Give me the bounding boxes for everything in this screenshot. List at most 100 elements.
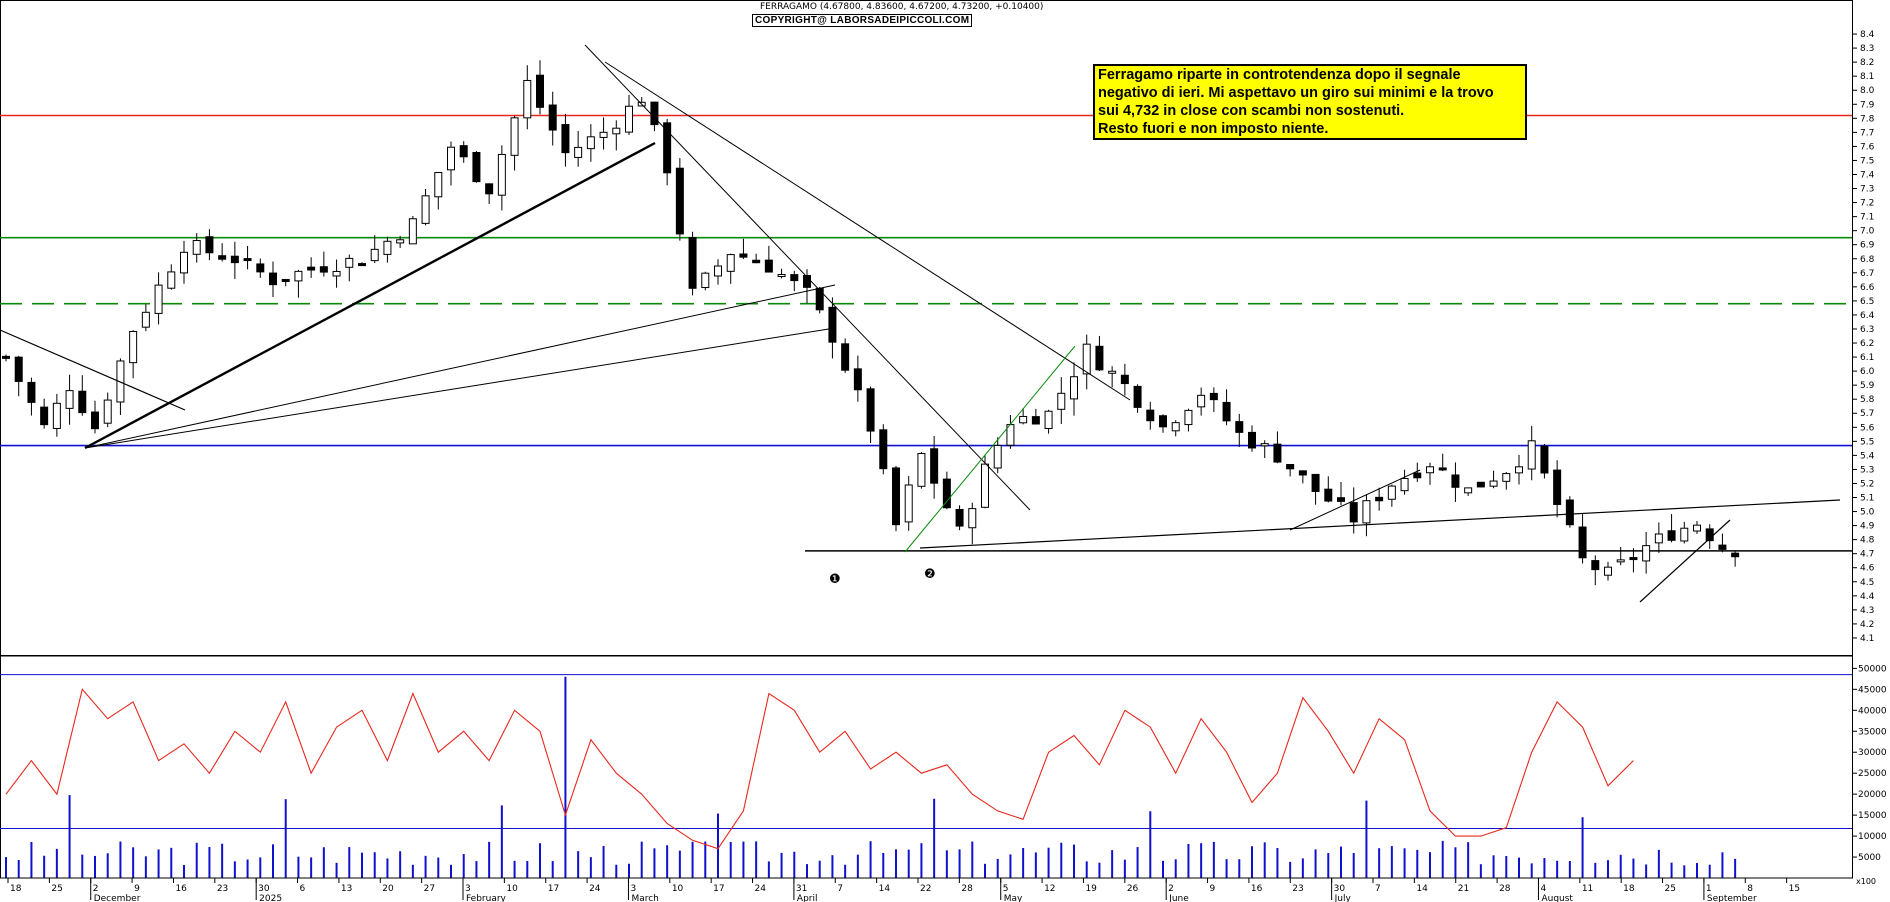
price-tick-label: 7.9	[1860, 100, 1875, 110]
candle-body	[1273, 443, 1282, 463]
candle-body	[1693, 524, 1701, 532]
month-label: June	[1168, 894, 1189, 902]
candle-body	[1578, 526, 1587, 559]
candle-body	[472, 152, 481, 183]
candle-body	[1489, 480, 1498, 487]
price-tick-label: 7.1	[1860, 213, 1874, 223]
price-tick-label: 7.0	[1860, 227, 1875, 237]
x-tick-label: 21	[1458, 884, 1469, 894]
candle-body	[1337, 497, 1345, 502]
candle-body	[1171, 422, 1180, 432]
volume-tick-label: 40000	[1858, 706, 1887, 716]
x-tick-label: 19	[1085, 884, 1097, 894]
price-tick-label: 7.7	[1860, 128, 1874, 138]
x-tick-label: 10	[672, 884, 684, 894]
candle-body	[1311, 473, 1320, 492]
candle-body	[1362, 500, 1371, 524]
candle-body	[879, 429, 888, 470]
candle-body	[1540, 445, 1549, 474]
price-tick-label: 5.8	[1860, 395, 1875, 405]
note-line: sui 4,732 in close con scambi non sosten…	[1098, 103, 1405, 119]
candle-body	[1222, 401, 1231, 422]
price-tick-label: 7.3	[1860, 185, 1874, 195]
x-tick-label: 30	[258, 884, 270, 894]
candle-body	[1527, 440, 1536, 470]
commentary-note: Ferragamo riparte in controtendenza dopo…	[1093, 64, 1527, 140]
trend-line	[84, 327, 836, 449]
volume-tick-label: 10000	[1858, 832, 1887, 842]
month-label: February	[466, 894, 507, 902]
candle-body	[536, 74, 544, 108]
candle-body	[332, 270, 341, 277]
candle-body	[27, 381, 36, 403]
candle-body	[1400, 477, 1409, 492]
candle-body	[803, 275, 811, 288]
price-tick-label: 4.9	[1860, 522, 1875, 532]
x-tick-label: 31	[796, 884, 807, 894]
candle-body	[714, 265, 722, 277]
candle-body	[1616, 559, 1625, 563]
candle-body	[1133, 385, 1142, 408]
candle-body	[319, 266, 328, 273]
candle-body	[675, 167, 684, 235]
x-tick-label: 22	[920, 884, 931, 894]
candle-body	[1031, 416, 1040, 425]
candle-body	[1159, 415, 1167, 428]
x-tick-label: 24	[589, 884, 601, 894]
price-tick-label: 5.5	[1860, 437, 1874, 447]
candle-body	[180, 251, 188, 274]
candle-body	[1324, 488, 1333, 502]
candle-body	[993, 444, 1002, 469]
x-tick-label: 8	[1747, 884, 1753, 894]
candle-body	[1667, 530, 1676, 541]
candle-body	[52, 402, 61, 429]
candle-body	[1604, 566, 1612, 576]
candle-body	[1019, 415, 1028, 424]
trend-lines	[0, 44, 1841, 603]
candle-body	[141, 311, 150, 328]
candle-body	[752, 259, 761, 264]
price-tick-label: 4.6	[1860, 564, 1875, 574]
x-tick-label: 13	[341, 884, 352, 894]
price-tick-label: 6.9	[1860, 241, 1875, 251]
candle-body	[1286, 463, 1295, 470]
candle-body	[447, 146, 455, 171]
price-tick-label: 5.9	[1860, 381, 1875, 391]
x-tick-label: 7	[837, 884, 843, 894]
candles	[2, 60, 1740, 586]
price-tick-label: 4.5	[1860, 578, 1874, 588]
candle-body	[777, 274, 786, 278]
candle-body	[1197, 394, 1206, 408]
candle-body	[1082, 343, 1091, 375]
candle-body	[2, 355, 10, 359]
candle-body	[243, 258, 252, 262]
price-tick-label: 7.6	[1860, 142, 1875, 152]
candle-body	[358, 263, 366, 267]
candle-body	[230, 255, 239, 264]
trend-line	[0, 329, 186, 411]
candle-body	[396, 239, 405, 244]
oscillator-line	[5, 688, 1634, 850]
candle-body	[1120, 374, 1129, 385]
x-tick-label: 3	[630, 884, 636, 894]
candle-body	[764, 259, 773, 273]
x-tick-label: 17	[713, 884, 724, 894]
price-tick-label: 6.4	[1860, 311, 1875, 321]
volume-panel	[0, 674, 1852, 878]
volume-tick-label: 20000	[1858, 790, 1887, 800]
price-tick-label: 4.1	[1860, 634, 1874, 644]
volume-tick-label: 25000	[1858, 769, 1887, 779]
candle-body	[701, 272, 710, 289]
candle-body	[1413, 472, 1422, 479]
x-tick-label: 3	[465, 884, 471, 894]
x-tick-label: 2	[93, 884, 99, 894]
price-tick-label: 6.7	[1860, 269, 1874, 279]
candle-body	[1387, 485, 1396, 500]
price-tick-label: 5.6	[1860, 423, 1875, 433]
candle-body	[942, 478, 951, 509]
copyright-label[interactable]: COPYRIGHT@ LABORSADEIPICCOLI.COM	[752, 14, 973, 27]
price-tick-label: 6.0	[1860, 367, 1875, 377]
markers: ❶ ❷	[829, 567, 936, 587]
candle-body	[548, 104, 557, 131]
price-tick-label: 8.0	[1860, 86, 1875, 96]
